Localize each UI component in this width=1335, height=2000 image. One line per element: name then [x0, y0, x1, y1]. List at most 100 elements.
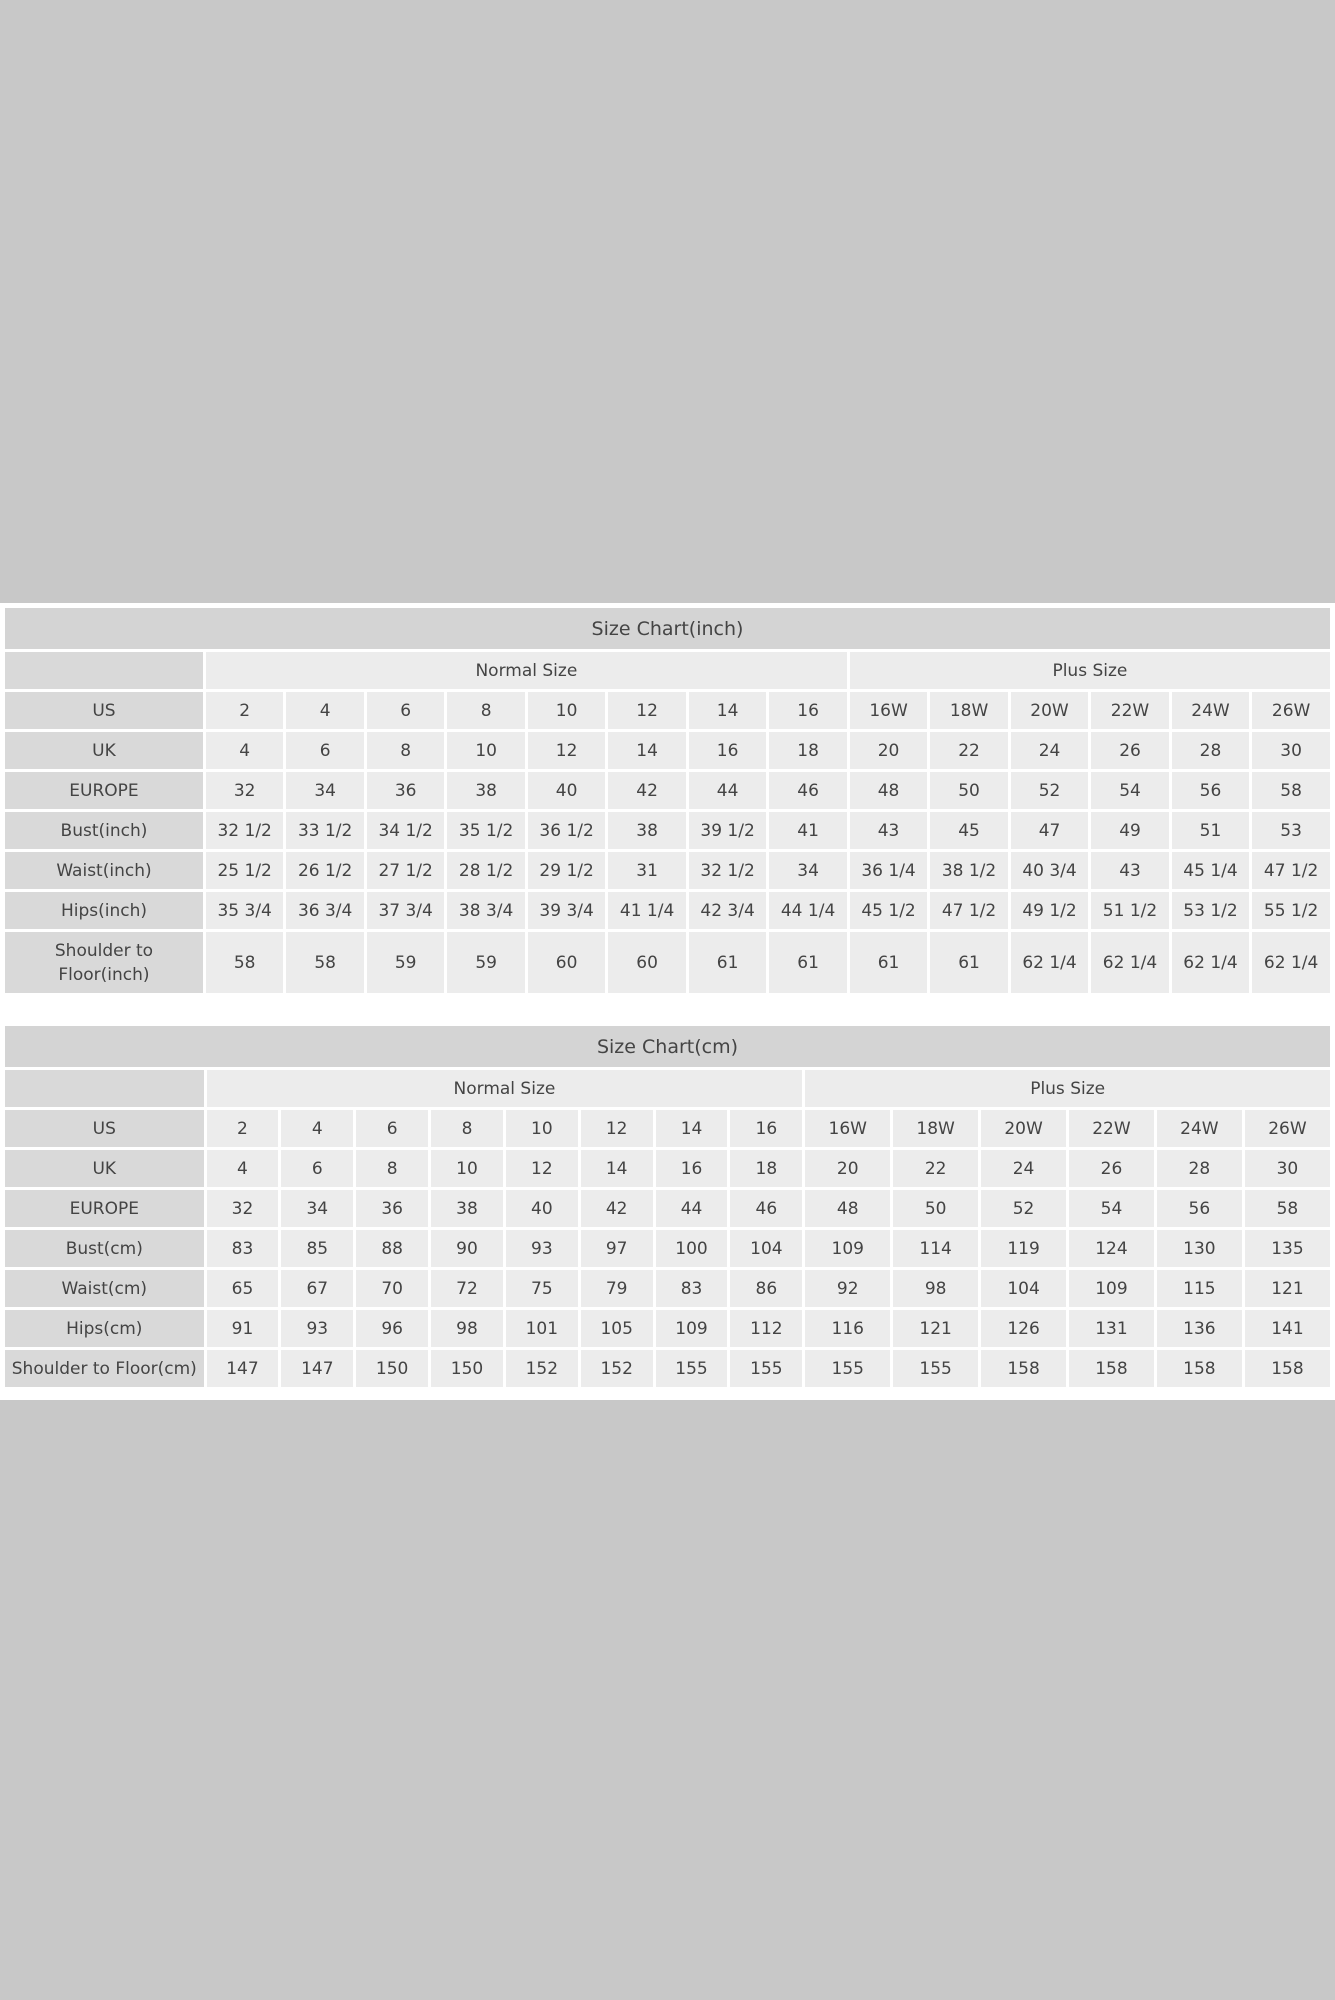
table-cell: 83 [206, 1230, 279, 1267]
table-cell: 36 3/4 [286, 892, 364, 929]
row-label: Shoulder to Floor(cm) [5, 1350, 204, 1387]
table-cell: 121 [1244, 1270, 1330, 1307]
table-cell: 47 1/2 [930, 892, 1008, 929]
table-cell: 24 [1010, 732, 1089, 769]
table-cell: 42 3/4 [688, 892, 767, 929]
table-cell: 43 [849, 812, 928, 849]
table-cell: 26W [1252, 692, 1330, 729]
row-label: Hips(inch) [5, 892, 203, 929]
table-cell: 16 [688, 732, 767, 769]
table-cell: 35 3/4 [205, 892, 284, 929]
table-title: Size Chart(inch) [5, 608, 1330, 649]
size-group-header: Plus Size [849, 652, 1330, 689]
table-cell: 35 1/2 [447, 812, 525, 849]
table-row: Bust(cm) 83 85 88 90 93 97 100 104 109 114 119 124 13… [5, 1230, 1330, 1267]
table-cell: 55 1/2 [1252, 892, 1330, 929]
table-cell: 38 [608, 812, 686, 849]
table-cell: 6 [281, 1150, 354, 1187]
table-cell: 33 1/2 [286, 812, 364, 849]
title-row: Size Chart(inch) [5, 608, 1330, 649]
table-cell: 86 [730, 1270, 803, 1307]
table-cell: 34 [769, 852, 847, 889]
table-cell: 51 [1171, 812, 1250, 849]
table-cell: 158 [1069, 1350, 1154, 1387]
table-cell: 141 [1244, 1310, 1330, 1347]
table-cell: 47 1/2 [1252, 852, 1330, 889]
table-cell: 152 [505, 1350, 578, 1387]
table-cell: 16 [769, 692, 847, 729]
size-group-row: Normal Size Plus Size [5, 652, 1330, 689]
table-cell: 28 1/2 [447, 852, 525, 889]
table-cell: 38 3/4 [447, 892, 525, 929]
table-cell: 58 [205, 932, 284, 993]
table-cell: 79 [580, 1270, 653, 1307]
table-cell: 131 [1069, 1310, 1154, 1347]
table-cell: 155 [805, 1350, 891, 1387]
table-cell: 6 [286, 732, 364, 769]
row-label: EUROPE [5, 772, 203, 809]
table-cell: 14 [608, 732, 686, 769]
table-cell: 45 1/4 [1171, 852, 1250, 889]
table-cell: 150 [431, 1350, 503, 1387]
table-cell: 104 [730, 1230, 803, 1267]
table-cell: 155 [893, 1350, 979, 1387]
table-cell: 47 [1010, 812, 1089, 849]
table-cell: 12 [505, 1150, 578, 1187]
table-cell: 44 [655, 1190, 728, 1227]
table-cell: 24 [981, 1150, 1067, 1187]
table-cell: 26 [1091, 732, 1169, 769]
table-cell: 112 [730, 1310, 803, 1347]
table-cell: 93 [505, 1230, 578, 1267]
table-cell: 116 [805, 1310, 891, 1347]
table-cell: 24W [1156, 1110, 1242, 1147]
row-label: Shoulder to Floor(inch) [5, 932, 203, 993]
table-cell: 12 [527, 732, 606, 769]
table-cell: 42 [608, 772, 686, 809]
table-cell: 39 1/2 [688, 812, 767, 849]
table-cell: 40 3/4 [1010, 852, 1089, 889]
table-cell: 67 [281, 1270, 354, 1307]
table-cell: 32 [205, 772, 284, 809]
table-cell: 4 [206, 1150, 279, 1187]
table-cell: 90 [431, 1230, 503, 1267]
table-cell: 130 [1156, 1230, 1242, 1267]
table-cell: 4 [286, 692, 364, 729]
table-cell: 85 [281, 1230, 354, 1267]
table-row: Hips(cm) 91 93 96 98 101 105 109 112 116 121 126 131… [5, 1310, 1330, 1347]
table-cell: 26W [1244, 1110, 1330, 1147]
table-cell: 51 1/2 [1091, 892, 1169, 929]
table-cell: 61 [930, 932, 1008, 993]
table-cell: 92 [805, 1270, 891, 1307]
row-label: US [5, 692, 203, 729]
table-cell: 155 [730, 1350, 803, 1387]
table-cell: 98 [431, 1310, 503, 1347]
table-cell: 37 3/4 [366, 892, 445, 929]
table-cell: 121 [893, 1310, 979, 1347]
table-cell: 97 [580, 1230, 653, 1267]
table-cell: 52 [981, 1190, 1067, 1227]
table-cell: 50 [930, 772, 1008, 809]
table-cell: 54 [1069, 1190, 1154, 1227]
table-cell: 25 1/2 [205, 852, 284, 889]
row-label: US [5, 1110, 204, 1147]
table-cell: 62 1/4 [1010, 932, 1089, 993]
table-cell: 40 [527, 772, 606, 809]
table-cell: 18 [730, 1150, 803, 1187]
table-row: EUROPE 32 34 36 38 40 42 44 46 48 50 52 54 56 58 [5, 1190, 1330, 1227]
table-cell: 65 [206, 1270, 279, 1307]
table-cell: 48 [849, 772, 928, 809]
table-cell: 126 [981, 1310, 1067, 1347]
table-cell: 46 [769, 772, 847, 809]
table-cell: 147 [281, 1350, 354, 1387]
table-cell: 30 [1252, 732, 1330, 769]
table-cell: 109 [805, 1230, 891, 1267]
table-cell: 58 [1244, 1190, 1330, 1227]
table-cell: 34 1/2 [366, 812, 445, 849]
table-cell: 10 [431, 1150, 503, 1187]
table-cell: 27 1/2 [366, 852, 445, 889]
table-cell: 45 1/2 [849, 892, 928, 929]
size-chart-panel: Size Chart(inch) Normal Size Plus Size US 2 4… [0, 603, 1335, 1400]
table-cell: 147 [206, 1350, 279, 1387]
table-cell: 26 1/2 [286, 852, 364, 889]
table-cell: 6 [366, 692, 445, 729]
